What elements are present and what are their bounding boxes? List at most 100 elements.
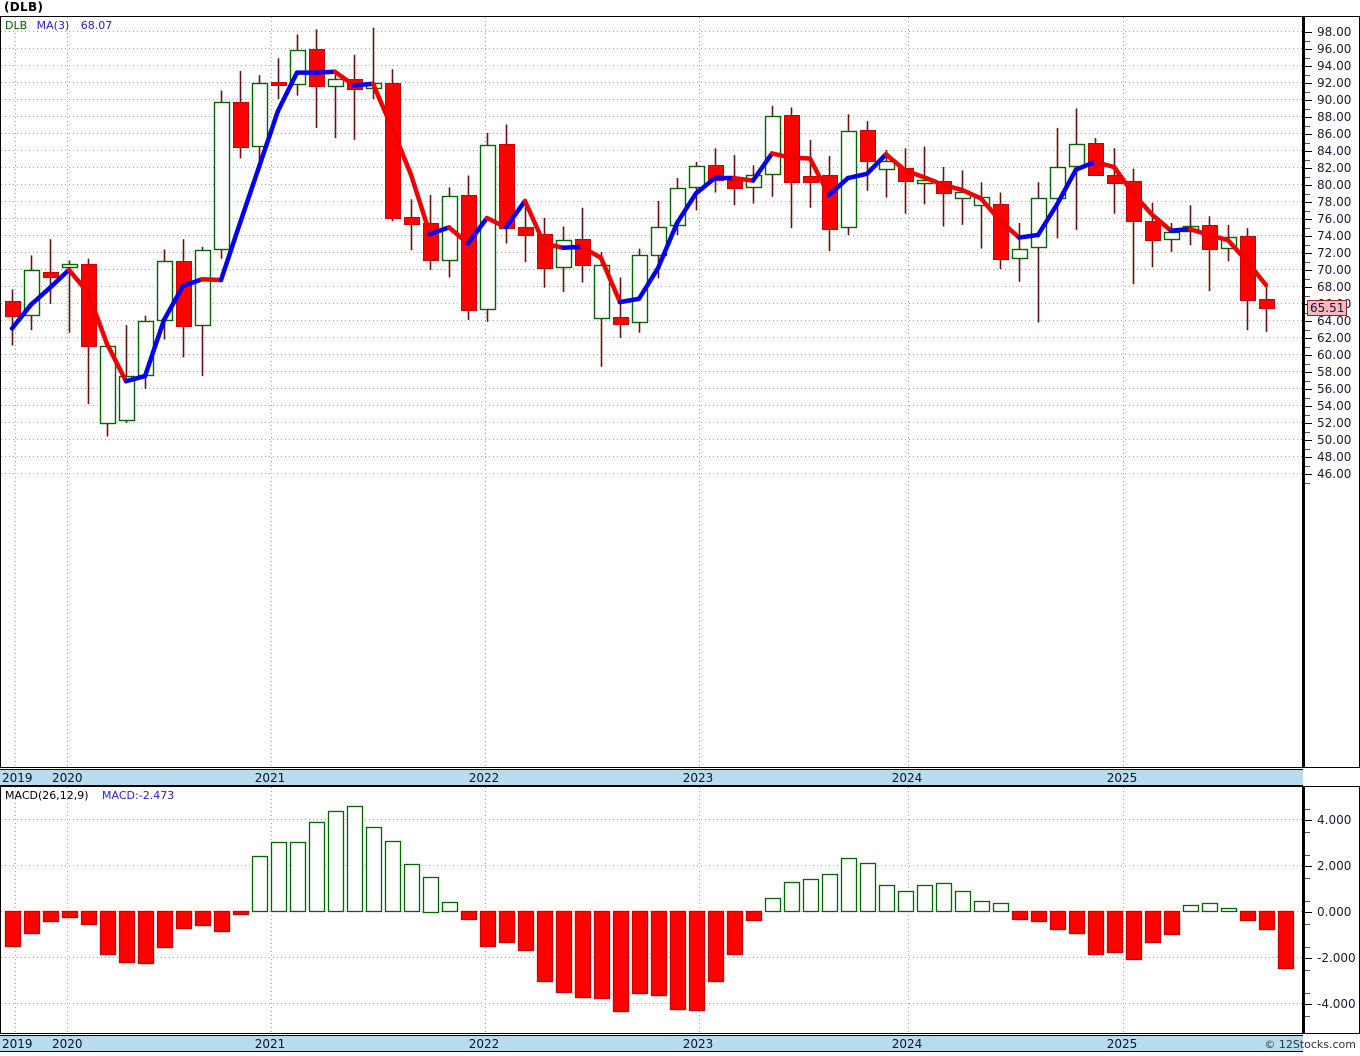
year-label-bottom-2021: 2021: [254, 1037, 286, 1051]
price-tick-label: 48.00: [1317, 450, 1352, 464]
price-tick-mark: [1305, 423, 1312, 424]
price-minor-tick: [1305, 75, 1310, 76]
price-tick-mark: [1305, 83, 1312, 84]
price-tick-label: 90.00: [1317, 93, 1352, 107]
price-minor-tick: [1305, 143, 1310, 144]
legend-ma-label: MA(3): [36, 19, 70, 32]
price-tick-mark: [1305, 287, 1312, 288]
price-chart-canvas: [1, 17, 1302, 767]
year-label-bottom-2025: 2025: [1106, 1037, 1138, 1051]
price-tick-label: 76.00: [1317, 212, 1352, 226]
price-minor-tick: [1305, 296, 1310, 297]
x-axis-years-bottom: 2019 2020 2021 2022 2023 2024 2025: [0, 1035, 1303, 1052]
price-tick-label: 78.00: [1317, 195, 1352, 209]
price-tick-mark: [1305, 355, 1312, 356]
price-tick-label: 46.00: [1317, 467, 1352, 481]
price-minor-tick: [1305, 398, 1310, 399]
macd-chart-panel[interactable]: MACD(26,12,9) MACD:-2.473: [0, 786, 1303, 1034]
price-minor-tick: [1305, 347, 1310, 348]
macd-tick-mark: [1305, 866, 1312, 867]
macd-tick-label: -4.000: [1317, 997, 1356, 1011]
price-minor-tick: [1305, 466, 1310, 467]
price-tick-label: 82.00: [1317, 161, 1352, 175]
price-tick-mark: [1305, 66, 1312, 67]
macd-legend-name: MACD(26,12,9): [5, 789, 89, 802]
price-tick-label: 92.00: [1317, 76, 1352, 90]
macd-minor-tick: [1305, 947, 1310, 948]
price-tick-mark: [1305, 117, 1312, 118]
macd-legend: MACD(26,12,9) MACD:-2.473: [5, 789, 174, 802]
macd-tick-label: -2.000: [1317, 951, 1356, 965]
macd-minor-tick: [1305, 878, 1310, 879]
price-tick-mark: [1305, 100, 1312, 101]
macd-tick-label: 0.000: [1317, 905, 1352, 919]
price-tick-label: 60.00: [1317, 348, 1352, 362]
price-tick-label: 70.00: [1317, 263, 1352, 277]
macd-tick-mark: [1305, 1004, 1312, 1005]
price-minor-tick: [1305, 58, 1310, 59]
price-tick-label: 74.00: [1317, 229, 1352, 243]
macd-minor-tick: [1305, 970, 1310, 971]
year-label-top-2019: 2019: [2, 771, 33, 785]
year-label-top-2023: 2023: [682, 771, 714, 785]
price-tick-mark: [1305, 389, 1312, 390]
price-tick-label: 52.00: [1317, 416, 1352, 430]
macd-minor-tick: [1305, 809, 1310, 810]
year-label-top-2022: 2022: [468, 771, 500, 785]
price-tick-label: 84.00: [1317, 144, 1352, 158]
year-label-top-2024: 2024: [891, 771, 923, 785]
price-tick-label: 88.00: [1317, 110, 1352, 124]
macd-legend-value: MACD:-2.473: [102, 789, 175, 802]
price-tick-mark: [1305, 134, 1312, 135]
price-minor-tick: [1305, 177, 1310, 178]
price-chart-panel[interactable]: DLB MA(3) 68.07: [0, 16, 1303, 768]
copyright-label: © 12Stocks.com: [1264, 1038, 1356, 1051]
price-tick-label: 68.00: [1317, 280, 1352, 294]
price-tick-mark: [1305, 406, 1312, 407]
year-label-top-2020: 2020: [52, 771, 83, 785]
macd-minor-tick: [1305, 993, 1310, 994]
price-legend: DLB MA(3) 68.07: [5, 19, 112, 32]
year-label-top-2021: 2021: [254, 771, 286, 785]
price-minor-tick: [1305, 279, 1310, 280]
price-tick-mark: [1305, 151, 1312, 152]
price-tick-label: 62.00: [1317, 331, 1352, 345]
price-minor-tick: [1305, 364, 1310, 365]
year-label-bottom-2020: 2020: [52, 1037, 83, 1051]
x-axis-years-top: 2019 2020 2021 2022 2023 2024 2025: [0, 769, 1303, 786]
macd-tick-label: 2.000: [1317, 859, 1352, 873]
macd-tick-mark: [1305, 912, 1312, 913]
price-tick-label: 54.00: [1317, 399, 1352, 413]
price-tick-mark: [1305, 32, 1312, 33]
macd-minor-tick: [1305, 901, 1310, 902]
year-label-top-2025: 2025: [1106, 771, 1138, 785]
price-tick-mark: [1305, 253, 1312, 254]
macd-tick-mark: [1305, 820, 1312, 821]
macd-minor-tick: [1305, 1016, 1310, 1017]
price-tick-label: 96.00: [1317, 42, 1352, 56]
year-label-bottom-2019: 2019: [2, 1037, 33, 1051]
price-minor-tick: [1305, 160, 1310, 161]
price-tick-mark: [1305, 168, 1312, 169]
price-minor-tick: [1305, 262, 1310, 263]
legend-symbol: DLB: [5, 19, 28, 32]
price-tick-label: 50.00: [1317, 433, 1352, 447]
price-minor-tick: [1305, 41, 1310, 42]
price-tick-mark: [1305, 457, 1312, 458]
price-tick-mark: [1305, 236, 1312, 237]
price-tick-mark: [1305, 185, 1312, 186]
year-label-bottom-2023: 2023: [682, 1037, 714, 1051]
price-minor-tick: [1305, 211, 1310, 212]
price-tick-label: 80.00: [1317, 178, 1352, 192]
year-label-bottom-2024: 2024: [891, 1037, 923, 1051]
price-tick-label: 56.00: [1317, 382, 1352, 396]
price-tick-label: 64.00: [1317, 314, 1352, 328]
price-minor-tick: [1305, 228, 1310, 229]
macd-minor-tick: [1305, 855, 1310, 856]
page-title: (DLB): [4, 0, 44, 14]
price-tick-mark: [1305, 219, 1312, 220]
price-tick-label: 94.00: [1317, 59, 1352, 73]
price-tick-label: 86.00: [1317, 127, 1352, 141]
price-y-axis: 98.00 96.00 94.00 92.00 90.00 88.00 86.00 84.00…: [1303, 16, 1360, 768]
price-tick-mark: [1305, 474, 1312, 475]
